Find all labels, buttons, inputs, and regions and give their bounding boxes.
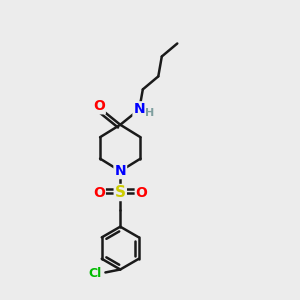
Text: O: O xyxy=(93,99,105,113)
Text: S: S xyxy=(115,185,126,200)
Text: O: O xyxy=(93,185,105,200)
Text: N: N xyxy=(115,164,126,178)
Text: N: N xyxy=(134,102,145,116)
Text: O: O xyxy=(136,185,148,200)
Text: H: H xyxy=(146,108,154,118)
Text: Cl: Cl xyxy=(88,267,102,280)
